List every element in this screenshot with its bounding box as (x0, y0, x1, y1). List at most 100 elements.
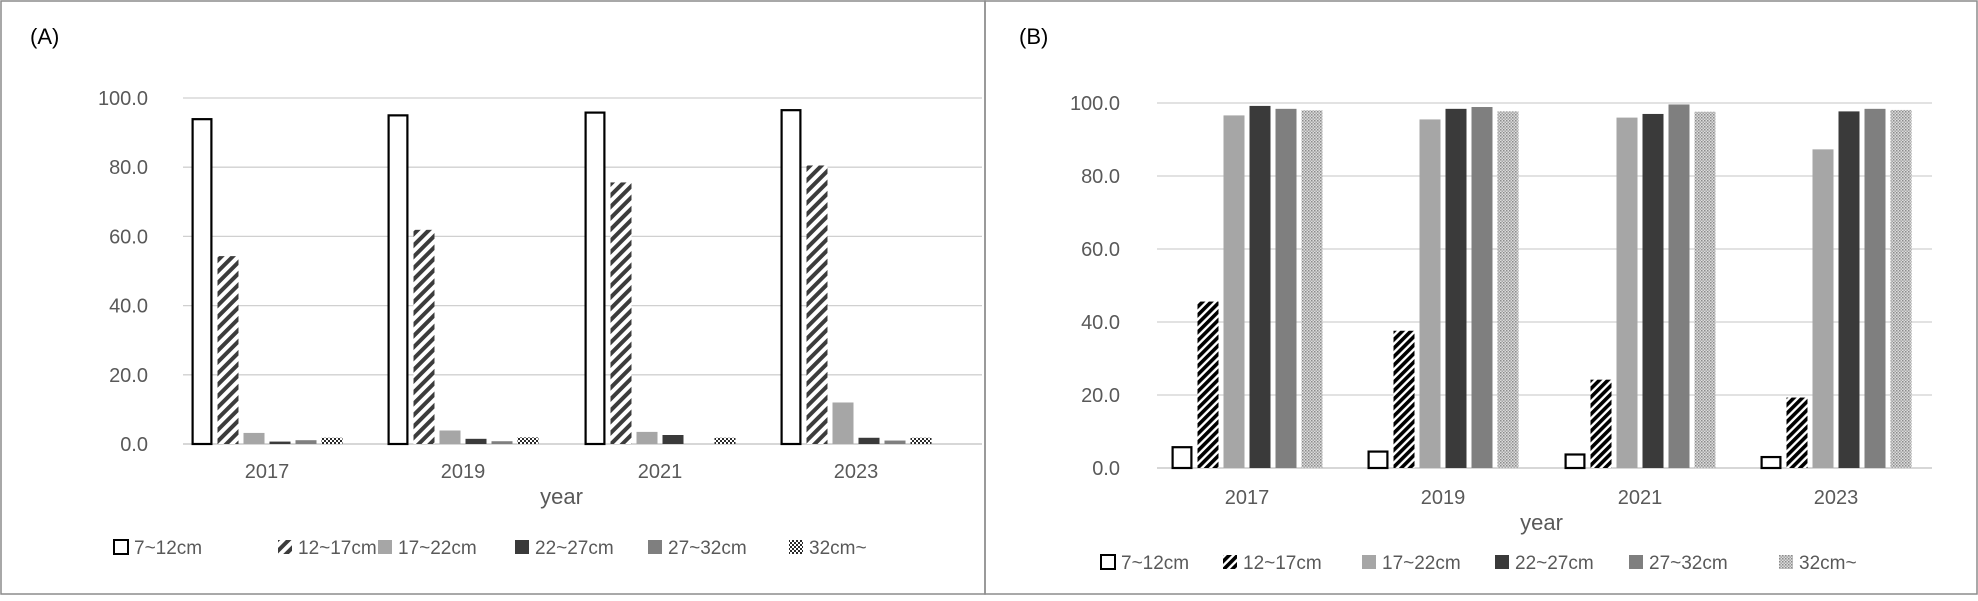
bar-22-27cm-2019 (1445, 108, 1467, 468)
x-tick-label: 2021 (638, 461, 683, 483)
bar-12-17cm-2019 (413, 229, 435, 444)
legend-label: 17~22cm (398, 538, 477, 559)
x-axis-label: year (1520, 510, 1563, 535)
bar-32cm-2021 (714, 437, 736, 444)
legend-label: 27~32cm (1649, 553, 1728, 574)
y-tick-label: 0.0 (1092, 458, 1120, 480)
bar-17-22cm-2021 (1616, 117, 1638, 468)
y-tick-label: 60.0 (109, 226, 148, 248)
bar-32cm-2023 (910, 437, 932, 444)
bar-17-22cm-2019 (439, 430, 461, 444)
legend-label: 22~27cm (1515, 553, 1594, 574)
panel-frame (0, 0, 986, 595)
bar-32cm-2017 (1301, 110, 1323, 469)
bar-17-22cm-2017 (1223, 115, 1245, 468)
y-tick-label: 80.0 (1081, 166, 1120, 188)
x-tick-label: 2019 (441, 461, 486, 483)
bar-27-32cm-2023 (1864, 108, 1886, 468)
y-tick-label: 20.0 (109, 365, 148, 387)
legend-label: 12~17cm (298, 538, 377, 559)
bar-27-32cm-2019 (1471, 107, 1493, 468)
chart-panel-a: (A) 0.0 20.0 40.0 60.0 80.0 100.0 2017 2019 2021 2… (0, 0, 986, 595)
legend-label: 32cm~ (809, 538, 867, 559)
bar-17-22cm-2023 (832, 402, 854, 444)
legend-label: 27~32cm (668, 538, 747, 559)
x-tick-label: 2017 (1225, 487, 1270, 509)
legend-swatch (378, 540, 392, 554)
bar-32cm-2021 (1694, 111, 1716, 468)
bar-22-27cm-2021 (1642, 113, 1664, 468)
y-tick-label: 100.0 (1070, 93, 1120, 115)
legend-label: 12~17cm (1243, 553, 1322, 574)
y-tick-label: 40.0 (1081, 312, 1120, 334)
panel-label: (B) (1019, 24, 1048, 49)
bar-22-27cm-2023 (1838, 111, 1860, 469)
panel-frame (984, 0, 1978, 595)
legend-label: 7~12cm (134, 538, 202, 559)
legend-swatch (515, 540, 529, 554)
legend-swatch (648, 540, 662, 554)
bar-22-27cm-2017 (269, 441, 291, 444)
bar-12-17cm-2023 (1786, 397, 1808, 468)
bar-12-17cm-2023 (806, 165, 828, 444)
legend-swatch (278, 540, 292, 554)
legend-swatch (789, 540, 803, 554)
bar-17-22cm-2021 (636, 431, 658, 444)
bar-27-32cm-2021 (1668, 104, 1690, 469)
bar-22-27cm-2021 (662, 435, 684, 444)
bar-12-17cm-2019 (1393, 330, 1415, 468)
y-tick-label: 0.0 (120, 434, 148, 456)
panel-label: (A) (30, 24, 59, 49)
bar-32cm-2017 (321, 437, 343, 444)
y-tick-label: 40.0 (109, 296, 148, 318)
bar-32cm-2019 (1497, 111, 1519, 469)
x-axis-label: year (540, 484, 583, 509)
bar-7-12cm-2019 (387, 114, 409, 446)
legend-swatch (1495, 555, 1509, 569)
legend-swatch (1223, 555, 1237, 569)
bar-12-17cm-2017 (217, 256, 239, 444)
bar-7-12cm-2021 (1564, 453, 1586, 470)
bar-7-12cm-2017 (191, 118, 213, 446)
y-tick-label: 60.0 (1081, 239, 1120, 261)
legend-swatch (1629, 555, 1643, 569)
chart-panel-b: (B) 0.0 20.0 40.0 60.0 80.0 100.0 2017 2019 2021 2… (984, 0, 1978, 595)
legend-swatch (1100, 554, 1116, 570)
legend: 7~12cm 12~17cm 17~22cm 22~27cm 27~32cm 32cm~ (113, 538, 867, 559)
legend-swatch (1362, 555, 1376, 569)
y-tick-label: 20.0 (1081, 385, 1120, 407)
bar-27-32cm-2023 (884, 440, 906, 444)
bar-27-32cm-2017 (295, 440, 317, 444)
bar-32cm-2019 (517, 437, 539, 444)
x-tick-label: 2023 (834, 461, 879, 483)
legend-label: 22~27cm (535, 538, 614, 559)
legend-label: 32cm~ (1799, 553, 1857, 574)
legend-swatch (113, 539, 129, 555)
x-tick-label: 2023 (1814, 487, 1859, 509)
bar-22-27cm-2023 (858, 437, 880, 444)
bar-7-12cm-2021 (584, 111, 606, 446)
bar-7-12cm-2023 (1760, 455, 1782, 470)
bar-12-17cm-2021 (1590, 379, 1612, 468)
bar-17-22cm-2017 (243, 432, 265, 444)
bar-17-22cm-2023 (1812, 149, 1834, 469)
bar-27-32cm-2017 (1275, 108, 1297, 468)
y-tick-label: 80.0 (109, 157, 148, 179)
legend-label: 17~22cm (1382, 553, 1461, 574)
legend-swatch (1779, 555, 1793, 569)
bar-7-12cm-2019 (1367, 450, 1389, 470)
bar-12-17cm-2021 (610, 182, 632, 444)
bar-12-17cm-2017 (1197, 301, 1219, 468)
bar-32cm-2023 (1890, 109, 1912, 468)
bar-27-32cm-2019 (491, 441, 513, 444)
bar-22-27cm-2017 (1249, 105, 1271, 469)
bar-7-12cm-2023 (780, 109, 802, 446)
bar-7-12cm-2017 (1171, 446, 1193, 470)
x-tick-label: 2019 (1421, 487, 1466, 509)
y-tick-label: 100.0 (98, 88, 148, 110)
legend: 7~12cm 12~17cm 17~22cm 22~27cm 27~32cm 32cm~ (1100, 553, 1857, 574)
bar-22-27cm-2019 (465, 438, 487, 444)
bar-17-22cm-2019 (1419, 119, 1441, 469)
